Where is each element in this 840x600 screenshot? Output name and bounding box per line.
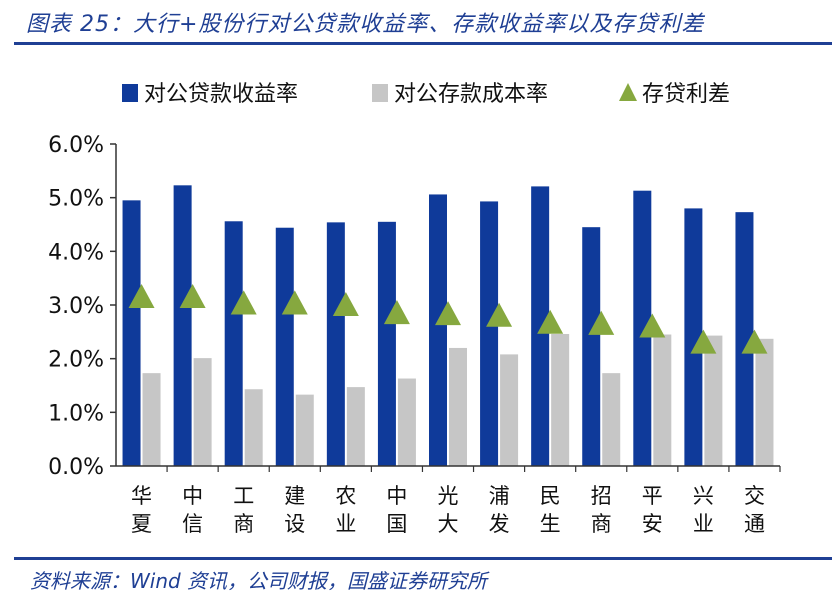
legend-swatch [619,83,637,101]
x-tick-label: 业 [335,512,356,536]
y-tick-label: 4.0% [48,240,104,265]
bar-loan-yield [531,186,550,466]
bar-deposit-cost [346,387,365,466]
legend-swatch [372,84,388,102]
bar-deposit-cost [602,373,621,466]
y-tick-label: 3.0% [48,294,104,319]
bar-loan-yield [582,227,601,466]
x-tick-label: 国 [386,512,407,536]
legend: 对公贷款收益率 对公存款成本率 存贷利差 [122,82,730,107]
bar-deposit-cost [142,373,161,466]
x-tick-label: 商 [591,512,612,536]
y-axis: 0.0% 1.0% 2.0% 3.0% 4.0% 5.0% 6.0% [48,133,117,480]
marker-spread [332,292,359,317]
bar-deposit-cost [551,333,570,466]
x-tick-label: 发 [489,512,510,536]
bar-loan-yield [480,201,499,466]
bar-loan-yield [429,194,447,467]
marker-spread [230,290,257,315]
bar-loan-yield [326,222,345,466]
bar-loan-yield [377,221,396,466]
x-tick-label: 设 [284,512,305,536]
bar-deposit-cost [244,389,263,466]
bar-deposit-cost [755,338,774,466]
x-tick-label: 中 [386,484,407,508]
marker-spread [128,283,155,308]
bar-loan-yield [275,227,294,466]
bar-loan-yield [122,200,141,466]
plot-area [122,185,774,467]
marker-spread [639,313,666,338]
x-tick-label: 建 [284,484,305,508]
x-tick-label: 通 [744,512,765,536]
x-tick-label: 平 [642,484,663,508]
x-tick-label: 浦 [489,484,510,508]
x-tick-label: 夏 [131,512,152,536]
x-tick-label: 民 [540,484,561,508]
y-tick-label: 0.0% [48,455,104,480]
legend-label: 对公贷款收益率 [144,82,298,107]
x-tick-label: 信 [182,512,203,536]
legend-label: 对公存款成本率 [394,82,548,107]
x-tick-label: 农 [335,484,356,508]
source-note: 资料来源：Wind 资讯，公司财报，国盛证券研究所 [30,569,488,593]
x-tick-label: 华 [131,484,152,508]
x-tick-label: 生 [540,512,561,536]
marker-spread [486,302,513,327]
title-rule [14,42,832,45]
marker-spread [281,290,308,315]
bar-deposit-cost [295,394,314,466]
bar-deposit-cost [449,347,467,466]
marker-spread [588,310,615,335]
bar-deposit-cost [704,335,723,466]
y-tick-label: 1.0% [48,401,104,426]
x-tick-label: 招 [591,484,612,508]
x-tick-label: 安 [642,512,663,536]
bar-deposit-cost [500,354,519,466]
marker-spread [741,329,768,354]
marker-spread [435,301,461,326]
marker-spread [383,300,410,325]
bar-deposit-cost [193,358,212,466]
y-tick-label: 2.0% [48,348,104,373]
y-tick-label: 6.0% [48,133,104,158]
x-tick-label: 工 [233,484,254,508]
x-tick-label: 商 [233,512,254,536]
marker-spread [179,283,206,308]
source-rule [14,557,832,560]
x-tick-label: 交 [744,484,765,508]
bar-loan-yield [684,208,703,466]
bar-loan-yield [224,221,243,466]
bar-loan-yield [735,212,754,466]
x-tick-label: 兴 [693,484,714,508]
x-tick-label: 中 [182,484,203,508]
x-tick-label: 大 [438,512,459,536]
bar-loan-yield [633,190,652,466]
bar-deposit-cost [653,334,672,466]
legend-label: 存贷利差 [642,82,730,107]
bar-deposit-cost [397,378,416,466]
bar-loan-yield [173,185,192,466]
legend-swatch [122,84,138,102]
marker-spread [690,329,717,354]
figure-title: 图表 25：大行+股份行对公贷款收益率、存款收益率以及存贷利差 [26,12,705,37]
x-tick-label: 业 [693,512,714,536]
x-tick-label: 光 [438,484,459,508]
marker-spread [537,309,564,334]
y-tick-label: 5.0% [48,187,104,212]
